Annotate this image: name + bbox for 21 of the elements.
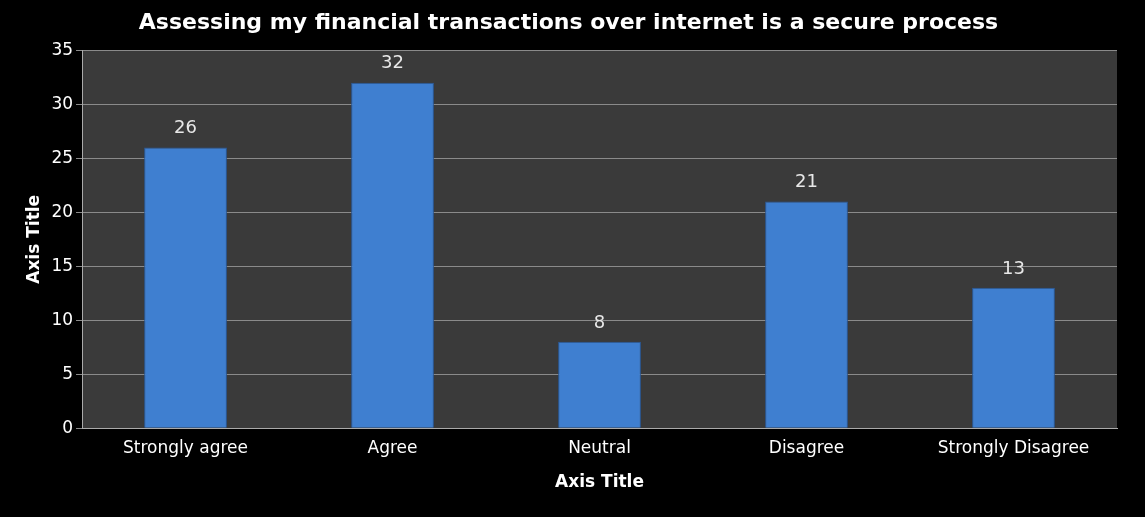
x-tick-label: Disagree (768, 436, 845, 457)
y-tick-label: 5 (62, 362, 74, 383)
y-tick-label: 20 (51, 200, 74, 221)
x-tick-label: Strongly agree (123, 436, 249, 457)
y-axis-title: Axis Title (22, 194, 43, 284)
y-tick-label: 0 (62, 416, 74, 437)
x-axis-title: Axis Title (555, 471, 644, 492)
data-label: 26 (174, 116, 197, 138)
y-tick-label: 35 (51, 38, 74, 59)
x-tick-label: Neutral (568, 436, 631, 457)
data-label: 32 (381, 51, 404, 73)
y-tick-label: 10 (51, 308, 74, 329)
y-tick-label: 25 (51, 146, 74, 167)
data-label: 21 (795, 170, 818, 192)
data-label: 8 (593, 310, 606, 332)
x-tick-label: Strongly Disagree (937, 436, 1090, 457)
data-label: 13 (1002, 256, 1025, 278)
y-tick-label: 30 (51, 92, 74, 113)
chart-title: Assessing my financial transactions over internet is a secure process (138, 8, 999, 34)
y-tick-label: 15 (51, 254, 74, 275)
x-tick-label: Agree (367, 436, 418, 457)
